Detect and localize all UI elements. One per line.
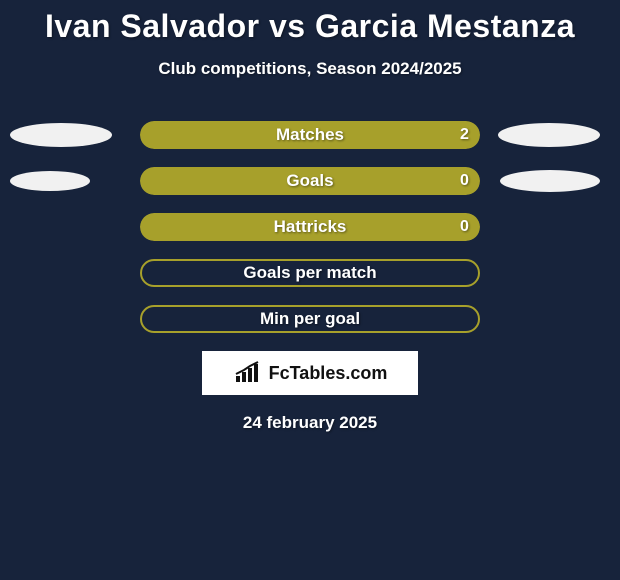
stat-row: Hattricks0 <box>0 213 620 241</box>
chart-icon <box>233 360 263 386</box>
footer: FcTables.com <box>0 351 620 395</box>
bar-track <box>140 259 480 287</box>
page-subtitle: Club competitions, Season 2024/2025 <box>0 59 620 79</box>
right-ellipse <box>500 170 600 192</box>
stat-rows: Matches2 Goals0 Hattricks0 Goals per match M… <box>0 121 620 333</box>
stat-row: Matches2 <box>0 121 620 149</box>
stat-row: Goals per match <box>0 259 620 287</box>
logo-box: FcTables.com <box>202 351 418 395</box>
bar-track <box>140 167 480 195</box>
right-ellipse <box>498 123 600 147</box>
stat-row: Goals0 <box>0 167 620 195</box>
date-text: 24 february 2025 <box>0 413 620 433</box>
bar-track <box>140 305 480 333</box>
bar-fill <box>140 121 480 149</box>
bar-track <box>140 213 480 241</box>
page-title: Ivan Salvador vs Garcia Mestanza <box>0 0 620 45</box>
left-ellipse <box>10 123 112 147</box>
bar-track <box>140 121 480 149</box>
bar-fill <box>140 167 480 195</box>
stat-row: Min per goal <box>0 305 620 333</box>
logo-text: FcTables.com <box>269 363 388 384</box>
left-ellipse <box>10 171 90 191</box>
bar-fill <box>140 213 480 241</box>
